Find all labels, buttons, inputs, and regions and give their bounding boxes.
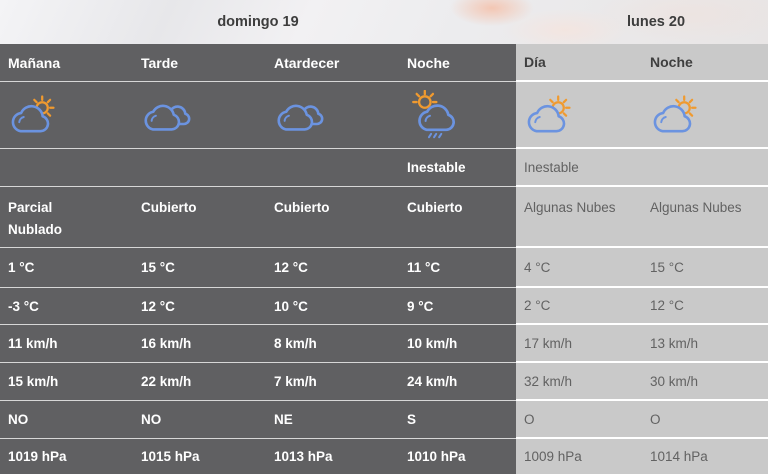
column-header-noche: Noche [399,44,516,82]
column-header-noche-lunes: Noche [642,44,768,82]
icon-cell [133,82,266,149]
day-group-lunes: lunes 20 [626,14,686,30]
alert-cell [642,149,768,187]
wind-direction-cell: S [399,401,516,439]
temp-max-cell: 15 °C [133,248,266,288]
column-header-tarde: Tarde [133,44,266,82]
wind-speed-cell: 10 km/h [399,325,516,363]
alert-cell [133,149,266,187]
pressure-cell: 1010 hPa [399,439,516,474]
temp-max-cell: 12 °C [266,248,399,288]
temp-min-cell: 12 °C [642,288,768,325]
temp-min-cell: 2 °C [516,288,642,325]
temp-min-cell: 9 °C [399,288,516,325]
alert-cell [0,149,133,187]
condition-cell: Cubierto [399,187,516,248]
sun-cloud-icon [653,94,697,133]
icon-cell [516,82,642,149]
temp-min-cell: 12 °C [133,288,266,325]
pressure-cell: 1014 hPa [642,439,768,474]
wind-direction-row: NO NO NE S O O [0,401,768,439]
temp-max-cell: 1 °C [0,248,133,288]
clouds-icon [144,104,191,131]
temp-max-cell: 15 °C [642,248,768,288]
alert-cell [266,149,399,187]
wind-gust-cell: 24 km/h [399,363,516,401]
day-strip: domingo 19 lunes 20 [0,0,768,44]
icon-cell [399,82,516,149]
alert-cell: Inestable [399,149,516,187]
temp-min-row: -3 °C 12 °C 10 °C 9 °C 2 °C 12 °C [0,288,768,325]
wind-gust-cell: 22 km/h [133,363,266,401]
clouds-icon [277,104,324,131]
wind-direction-cell: NO [0,401,133,439]
alert-cell: Inestable [516,149,642,187]
pressure-cell: 1015 hPa [133,439,266,474]
alert-row: Inestable Inestable [0,149,768,187]
wind-speed-cell: 17 km/h [516,325,642,363]
wind-speed-cell: 16 km/h [133,325,266,363]
column-header-manana: Mañana [0,44,133,82]
column-header-atardecer: Atardecer [266,44,399,82]
wind-direction-cell: NE [266,401,399,439]
temp-max-row: 1 °C 15 °C 12 °C 11 °C 4 °C 15 °C [0,248,768,288]
pressure-cell: 1009 hPa [516,439,642,474]
temp-min-cell: -3 °C [0,288,133,325]
wind-direction-cell: O [516,401,642,439]
sun-cloud-rain-icon [412,90,455,139]
wind-gust-cell: 32 km/h [516,363,642,401]
sun-cloud-icon [11,95,55,133]
pressure-cell: 1019 hPa [0,439,133,474]
rain-drops [427,132,443,139]
temp-max-cell: 4 °C [516,248,642,288]
day-group-domingo: domingo 19 [217,14,299,30]
sun-cloud-icon [527,94,571,133]
condition-cell: Parcial Nublado [0,187,133,248]
wind-gust-cell: 7 km/h [266,363,399,401]
condition-cell: Cubierto [266,187,399,248]
temp-max-cell: 11 °C [399,248,516,288]
column-header-dia: Día [516,44,642,82]
pressure-cell: 1013 hPa [266,439,399,474]
icons-row [0,82,768,149]
wind-gust-cell: 30 km/h [642,363,768,401]
condition-cell: Cubierto [133,187,266,248]
condition-cell: Algunas Nubes [516,187,642,248]
wind-gust-row: 15 km/h 22 km/h 7 km/h 24 km/h 32 km/h 3… [0,363,768,401]
wind-gust-cell: 15 km/h [0,363,133,401]
wind-speed-cell: 11 km/h [0,325,133,363]
wind-speed-cell: 13 km/h [642,325,768,363]
wind-speed-row: 11 km/h 16 km/h 8 km/h 10 km/h 17 km/h 1… [0,325,768,363]
wind-direction-cell: NO [133,401,266,439]
condition-cell: Algunas Nubes [642,187,768,248]
header-row: Mañana Tarde Atardecer Noche Día Noche [0,44,768,82]
icon-cell [642,82,768,149]
temp-min-cell: 10 °C [266,288,399,325]
condition-row: Parcial Nublado Cubierto Cubierto Cubier… [0,187,768,248]
pressure-row: 1019 hPa 1015 hPa 1013 hPa 1010 hPa 1009… [0,439,768,474]
icon-cell [0,82,133,149]
wind-speed-cell: 8 km/h [266,325,399,363]
wind-direction-cell: O [642,401,768,439]
icon-cell [266,82,399,149]
